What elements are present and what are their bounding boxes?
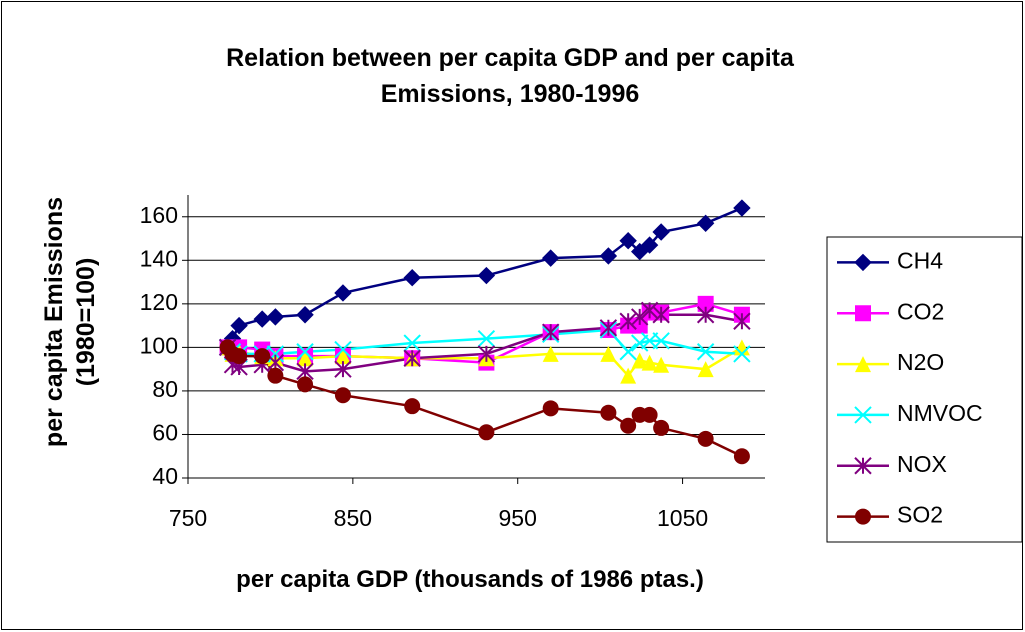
x-tick-label: 750	[169, 505, 207, 531]
data-point	[477, 345, 496, 363]
legend-box	[826, 236, 1023, 543]
legend-label: CH4	[897, 247, 943, 273]
data-point	[640, 236, 659, 254]
data-point	[478, 424, 495, 441]
data-point	[334, 340, 352, 359]
data-point	[230, 316, 248, 335]
legend-marker	[854, 457, 872, 475]
y-tick-label: 120	[140, 289, 178, 315]
data-point	[334, 387, 351, 404]
data-point	[620, 417, 637, 434]
data-point	[631, 308, 649, 326]
data-point	[619, 312, 637, 330]
data-point	[697, 295, 714, 312]
data-point	[652, 332, 670, 350]
data-point	[334, 360, 352, 378]
data-point	[231, 348, 248, 365]
data-point	[254, 348, 271, 365]
legend-marker	[854, 406, 872, 424]
legend-label: N2O	[897, 349, 944, 375]
data-point	[733, 339, 750, 356]
data-point	[696, 343, 715, 361]
data-point	[267, 367, 284, 384]
data-point	[542, 345, 559, 362]
data-point	[652, 306, 670, 324]
legend-label: SO2	[897, 502, 943, 528]
data-point	[733, 345, 751, 363]
data-point	[599, 247, 618, 265]
data-point	[697, 361, 714, 378]
data-point	[296, 306, 314, 324]
legend-marker	[855, 356, 871, 373]
data-point	[733, 448, 750, 465]
data-point	[403, 269, 421, 287]
legend-marker	[854, 253, 872, 272]
x-tick-label: 850	[334, 505, 372, 531]
y-tick-label: 140	[140, 245, 178, 271]
data-point	[266, 345, 285, 363]
legend-label: NMVOC	[897, 400, 983, 426]
data-point	[541, 323, 560, 341]
data-point	[297, 350, 314, 367]
data-point	[334, 284, 352, 302]
data-point	[620, 367, 637, 384]
chart-title: Relation between per capita GDP and per …	[226, 44, 794, 108]
data-point	[641, 354, 658, 371]
data-point	[640, 301, 659, 320]
legend-label: CO2	[897, 298, 944, 324]
data-point	[696, 306, 715, 324]
y-axis-title: per capita Emissions (1980=100)	[40, 196, 100, 448]
data-point	[334, 348, 351, 365]
data-point	[599, 319, 618, 337]
y-tick-label: 100	[140, 332, 178, 358]
data-point	[652, 223, 670, 241]
data-point	[619, 343, 637, 361]
data-point	[653, 419, 670, 436]
y-tick-label: 80	[152, 376, 178, 402]
data-point	[296, 343, 314, 361]
y-tick-label: 40	[152, 463, 178, 489]
data-point	[641, 406, 658, 423]
y-tick-label: 60	[152, 420, 178, 446]
data-point	[619, 232, 637, 250]
data-point	[403, 349, 421, 367]
legend-label: NOX	[897, 451, 947, 477]
data-point	[600, 404, 617, 421]
data-point	[297, 376, 314, 393]
data-point	[696, 214, 715, 233]
data-point	[631, 352, 648, 369]
data-point	[653, 356, 670, 373]
data-point	[266, 308, 285, 326]
data-point	[404, 398, 421, 415]
data-point	[600, 345, 617, 362]
data-point	[542, 400, 559, 417]
data-point	[477, 266, 496, 285]
data-point	[403, 334, 421, 352]
x-axis-title: per capita GDP (thousands of 1986 ptas.)	[236, 566, 704, 593]
legend-marker	[855, 508, 871, 525]
data-point	[697, 430, 714, 447]
data-point	[733, 199, 751, 217]
x-tick-label: 950	[499, 505, 537, 531]
x-tick-label: 1050	[657, 505, 708, 531]
data-point	[733, 312, 751, 330]
data-point	[541, 249, 560, 267]
data-point	[477, 329, 496, 348]
y-tick-label: 160	[140, 202, 178, 228]
legend-marker	[855, 305, 871, 322]
